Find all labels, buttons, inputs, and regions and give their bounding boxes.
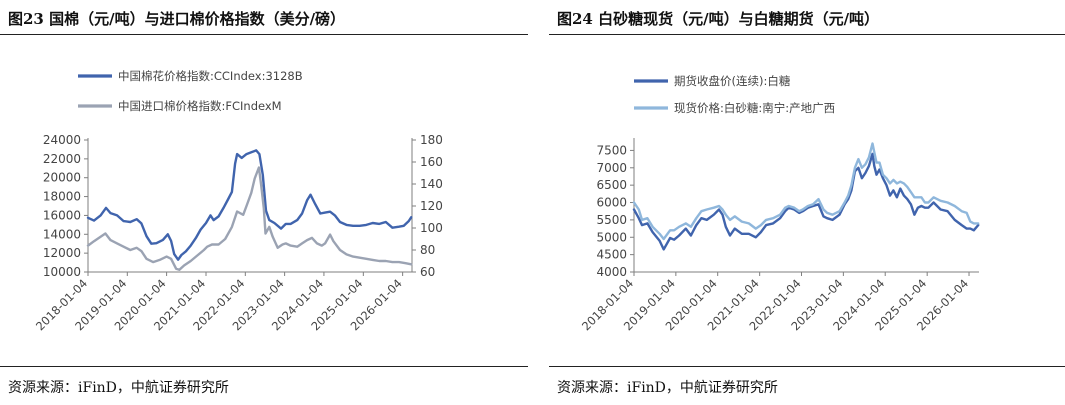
y-tick-label: 7500 [596,143,627,157]
y-tick-label: 12000 [43,246,81,260]
chart-panel-sugar: 图24 白砂糖现货（元/吨）与白糖期货（元/吨） 期货收盘价(连续):白糖现货价… [549,0,1065,405]
y-tick-label: 5000 [596,230,627,244]
y-tick-label: 4500 [596,248,627,262]
y-tick-label: 22000 [43,152,81,166]
source-note: 资源来源：iFinD，中航证券研究所 [557,380,778,396]
y-tick-label: 180 [420,133,443,147]
y-tick-label: 16000 [43,208,81,222]
y-tick-label: 10000 [43,265,81,279]
y-tick-label: 120 [420,199,443,213]
cotton-price-chart: 中国棉花价格指数:CCIndex:3128B 中国进口棉价格指数:FCIndexM… [33,69,443,333]
y-tick-label: 5500 [596,213,627,227]
series-line [632,142,980,241]
legend-label: 中国进口棉价格指数:FCIndexM [118,99,282,113]
series-line [632,152,980,251]
y-tick-label: 14000 [43,227,81,241]
y-tick-label: 100 [420,221,443,235]
series-line [86,149,413,261]
title-rule [0,34,528,35]
chart-title: 图24 白砂糖现货（元/吨）与白糖期货（元/吨） [557,10,880,28]
chart-title: 图23 国棉（元/吨）与进口棉价格指数（美分/磅） [8,10,346,28]
legend-label: 期货收盘价(连续):白糖 [674,74,791,88]
title-rule [549,34,1065,35]
y-tick-label: 160 [420,155,443,169]
series-line [86,166,413,272]
y-tick-label: 4000 [596,265,627,279]
y-tick-label: 80 [420,243,435,257]
y-tick-label: 140 [420,177,443,191]
y-tick-label: 20000 [43,171,81,185]
legend-label: 现货价格:白砂糖:南宁:产地广西 [674,101,835,115]
y-tick-label: 18000 [43,190,81,204]
source-note: 资源来源：iFinD，中航证券研究所 [8,380,229,396]
chart-panel-cotton: 图23 国棉（元/吨）与进口棉价格指数（美分/磅） 中国棉花价格指数:CCInd… [0,0,528,405]
y-tick-label: 60 [420,265,435,279]
source-rule [549,366,1065,367]
y-tick-label: 6000 [596,196,627,210]
y-tick-label: 6500 [596,178,627,192]
y-tick-label: 7000 [596,161,627,175]
legend-label: 中国棉花价格指数:CCIndex:3128B [118,69,303,83]
source-rule [0,366,528,367]
y-tick-label: 24000 [43,133,81,147]
